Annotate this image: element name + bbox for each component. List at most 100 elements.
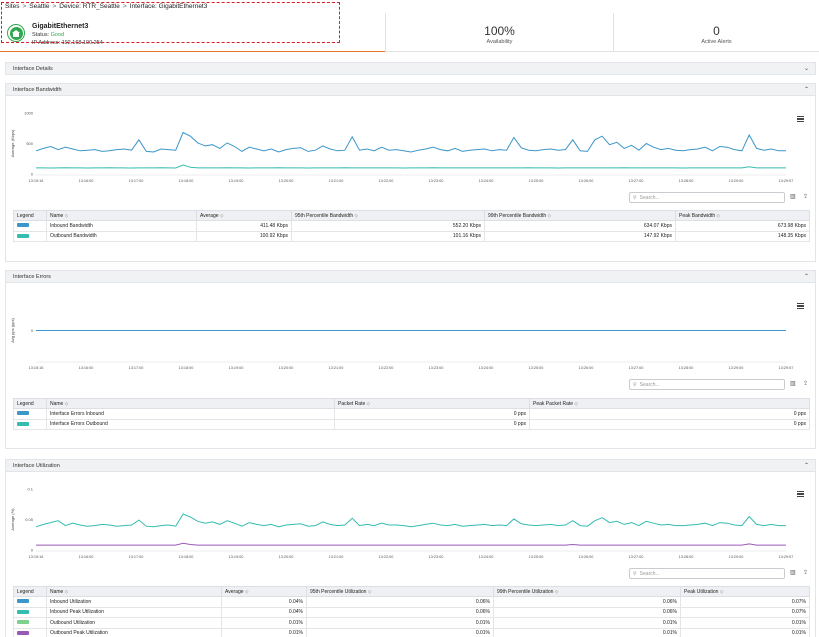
search-placeholder: Search... xyxy=(639,570,660,577)
col-legend[interactable]: Legend xyxy=(13,586,47,597)
search-icon: ⚲ xyxy=(633,570,637,577)
x-tick-label: 13:16:00 xyxy=(79,555,94,559)
bandwidth-header[interactable]: Interface Bandwidth ⌃ xyxy=(6,84,815,96)
x-tick-label: 13:29:57 xyxy=(779,366,794,370)
chevron-up-icon[interactable]: ⌃ xyxy=(803,463,809,469)
bandwidth-chart: Average (Kbps) 0 500 1000 13:15:16 13:16:00 13… xyxy=(10,111,794,184)
legend-swatch xyxy=(17,630,29,635)
columns-icon[interactable]: ▥ xyxy=(790,194,796,200)
table-row[interactable]: Outbound Utilization 0.01% 0.01% 0.01% 0… xyxy=(13,617,810,629)
utilization-header[interactable]: Interface Utilization ⌃ xyxy=(6,460,815,472)
col-p95[interactable]: 95th Percentile Utilization ◇ xyxy=(306,586,494,597)
chevron-up-icon[interactable]: ⌃ xyxy=(803,274,809,280)
menu-icon[interactable] xyxy=(797,116,804,122)
menu-icon[interactable] xyxy=(797,491,804,497)
col-legend[interactable]: Legend xyxy=(13,398,47,409)
breadcrumb-device[interactable]: Device: RTR_Seattle xyxy=(59,3,120,10)
x-tick-label: 13:24:00 xyxy=(479,366,494,370)
series-line[interactable] xyxy=(35,513,786,528)
export-icon[interactable]: ⇪ xyxy=(803,194,809,200)
row-p99: 0.01% xyxy=(493,617,681,629)
col-p99[interactable]: 99th Percentile Bandwidth ◇ xyxy=(484,210,676,221)
x-tick-label: 13:21:00 xyxy=(329,366,344,370)
legend-swatch xyxy=(17,609,29,614)
breadcrumb-sites[interactable]: Sites xyxy=(5,3,20,10)
col-name[interactable]: Name ◇ xyxy=(46,398,335,409)
availability-card[interactable]: 100% Availability xyxy=(385,13,613,52)
device-home-icon xyxy=(7,24,25,42)
columns-icon[interactable]: ▥ xyxy=(790,570,796,576)
bandwidth-search[interactable]: ⚲ Search... xyxy=(629,192,785,203)
errors-search[interactable]: ⚲ Search... xyxy=(629,379,785,390)
row-rate: 0 pps xyxy=(334,408,530,420)
breadcrumb: Sites > Seattle > Device: RTR_Seattle > … xyxy=(5,1,207,12)
col-packet-rate[interactable]: Packet Rate ◇ xyxy=(334,398,530,409)
legend-swatch xyxy=(17,599,29,604)
row-average: 0.01% xyxy=(221,617,307,629)
table-row[interactable]: Interface Errors Inbound 0 pps 0 pps xyxy=(13,408,810,420)
series-line[interactable] xyxy=(36,542,786,546)
export-icon[interactable]: ⇪ xyxy=(803,570,809,576)
x-tick-label: 13:29:00 xyxy=(729,366,744,370)
breadcrumb-interface: Interface: GigabitEthernet3 xyxy=(129,3,208,10)
errors-table: Legend Name ◇ Packet Rate ◇ Peak Packet … xyxy=(13,398,810,430)
col-peak[interactable]: Peak Utilization ◇ xyxy=(680,586,810,597)
col-average[interactable]: Average ◇ xyxy=(221,586,307,597)
col-p95[interactable]: 95th Percentile Bandwidth ◇ xyxy=(291,210,485,221)
legend-cell xyxy=(13,418,47,430)
col-legend[interactable]: Legend xyxy=(13,210,47,221)
row-name: Outbound Bandwidth xyxy=(46,230,197,242)
utilization-search[interactable]: ⚲ Search... xyxy=(629,568,785,579)
ip-value: 192.168.100.254 xyxy=(61,40,103,46)
col-peak-packet-rate[interactable]: Peak Packet Rate ◇ xyxy=(529,398,810,409)
table-row[interactable]: Inbound Peak Utilization 0.04% 0.06% 0.0… xyxy=(13,606,810,618)
chevron-up-icon[interactable]: ⌃ xyxy=(803,87,809,93)
col-name[interactable]: Name ◇ xyxy=(46,210,197,221)
export-icon[interactable]: ⇪ xyxy=(803,381,809,387)
y-tick-label: 0.1 xyxy=(27,487,33,492)
col-peak[interactable]: Peak Bandwidth ◇ xyxy=(675,210,810,221)
series-line[interactable] xyxy=(36,164,786,169)
x-tick-label: 13:17:00 xyxy=(129,366,144,370)
col-average[interactable]: Average ◇ xyxy=(196,210,292,221)
x-tick-label: 13:25:00 xyxy=(529,366,544,370)
x-tick-label: 13:22:00 xyxy=(379,179,394,183)
bandwidth-panel: Interface Bandwidth ⌃ Average (Kbps) 0 500… xyxy=(5,83,816,262)
utilization-panel: Interface Utilization ⌃ Average (%) 0 0.05… xyxy=(5,459,816,637)
y-tick-label: 0 xyxy=(31,328,34,333)
errors-panel: Interface Errors ⌃ Avg pps (pps) 0 13:15:1… xyxy=(5,270,816,449)
x-tick-label: 13:16:00 xyxy=(79,366,94,370)
status-value: Good xyxy=(50,32,65,38)
row-average: 411.48 Kbps xyxy=(196,220,292,232)
legend-cell xyxy=(13,606,47,618)
availability-label: Availability xyxy=(486,39,513,45)
col-p99[interactable]: 99th Percentile Utilization ◇ xyxy=(493,586,681,597)
details-header[interactable]: Interface Details ⌄ xyxy=(6,63,815,75)
status-label: Status: xyxy=(32,32,50,38)
table-row[interactable]: Outbound Bandwidth 100.92 Kbps 101.16 Kb… xyxy=(13,230,810,242)
table-row[interactable]: Interface Errors Outbound 0 pps 0 pps xyxy=(13,418,810,430)
chevron-down-icon[interactable]: ⌄ xyxy=(803,66,809,72)
table-row[interactable]: Inbound Utilization 0.04% 0.06% 0.06% 0.… xyxy=(13,596,810,608)
menu-icon[interactable] xyxy=(797,303,804,309)
row-p95: 0.01% xyxy=(306,617,494,629)
x-tick-label: 13:29:57 xyxy=(779,179,794,183)
breadcrumb-site[interactable]: Seattle xyxy=(29,3,50,10)
errors-header[interactable]: Interface Errors ⌃ xyxy=(6,271,815,283)
search-icon: ⚲ xyxy=(633,381,637,388)
alerts-card[interactable]: 0 Active Alerts xyxy=(613,13,819,52)
utilization-table: Legend Name ◇ Average ◇ 95th Percentile … xyxy=(13,586,810,637)
series-line[interactable] xyxy=(35,131,786,153)
columns-icon[interactable]: ▥ xyxy=(790,381,796,387)
table-row[interactable]: Inbound Bandwidth 411.48 Kbps 552.20 Kbp… xyxy=(13,220,810,232)
col-name[interactable]: Name ◇ xyxy=(46,586,222,597)
bandwidth-title: Interface Bandwidth xyxy=(13,86,62,93)
x-tick-label: 13:26:00 xyxy=(579,179,594,183)
x-tick-label: 13:26:00 xyxy=(579,555,594,559)
row-peak: 0.01% xyxy=(680,627,810,637)
x-tick-label: 13:20:00 xyxy=(279,555,294,559)
table-row[interactable]: Outbound Peak Utilization 0.01% 0.01% 0.… xyxy=(13,627,810,637)
x-tick-label: 13:20:00 xyxy=(279,179,294,183)
device-card[interactable]: GigabitEthernet3 Status: Good IP Address… xyxy=(0,13,385,52)
summary-bar: GigabitEthernet3 Status: Good IP Address… xyxy=(0,13,819,52)
